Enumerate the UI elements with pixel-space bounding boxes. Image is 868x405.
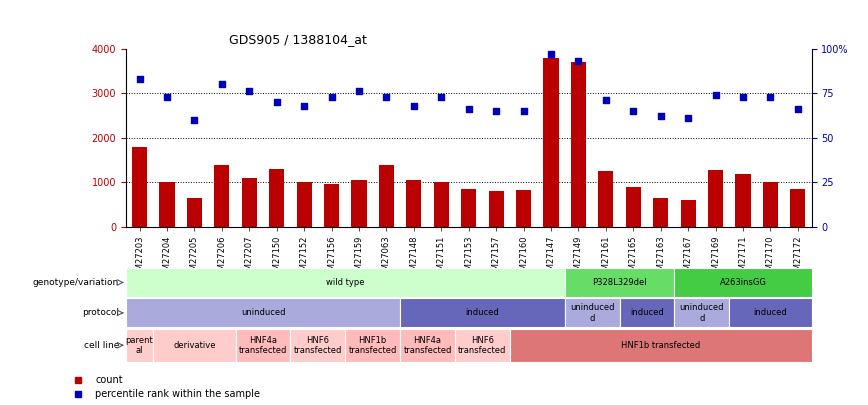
Bar [681, 200, 695, 227]
Bar [297, 182, 312, 227]
Point [681, 115, 695, 122]
Bar [598, 171, 614, 227]
Bar [324, 185, 339, 227]
Bar [461, 189, 477, 227]
Bar [674, 298, 729, 327]
Point [490, 108, 503, 114]
Bar [345, 329, 400, 362]
Bar [565, 268, 674, 297]
Bar [187, 198, 202, 227]
Text: induced: induced [630, 308, 664, 318]
Text: induced: induced [753, 308, 787, 318]
Bar [126, 268, 565, 297]
Bar [516, 190, 531, 227]
Text: wild type: wild type [326, 278, 365, 287]
Bar [565, 298, 620, 327]
Bar [489, 191, 503, 227]
Text: uninduced: uninduced [240, 308, 286, 318]
Text: HNF6
transfected: HNF6 transfected [293, 336, 342, 355]
Text: induced: induced [465, 308, 499, 318]
Bar [455, 329, 510, 362]
Bar [510, 329, 812, 362]
Text: protocol: protocol [82, 308, 119, 318]
Text: HNF4a
transfected: HNF4a transfected [239, 336, 287, 355]
Point [297, 102, 311, 109]
Bar [654, 198, 668, 227]
Bar [400, 298, 565, 327]
Point [133, 76, 147, 82]
Text: derivative: derivative [174, 341, 215, 350]
Text: genotype/variation: genotype/variation [33, 278, 119, 287]
Point [516, 108, 530, 114]
Point [627, 108, 641, 114]
Point [352, 88, 366, 95]
Text: parent
al: parent al [126, 336, 154, 355]
Bar [242, 178, 257, 227]
Bar [235, 329, 291, 362]
Text: uninduced
d: uninduced d [680, 303, 724, 322]
Bar [626, 187, 641, 227]
Text: HNF1b
transfected: HNF1b transfected [349, 336, 397, 355]
Bar [269, 169, 284, 227]
Bar [291, 329, 345, 362]
Text: GDS905 / 1388104_at: GDS905 / 1388104_at [229, 33, 366, 46]
Point [187, 117, 201, 123]
Point [325, 94, 339, 100]
Point [434, 94, 448, 100]
Text: percentile rank within the sample: percentile rank within the sample [95, 389, 260, 399]
Text: uninduced
d: uninduced d [570, 303, 615, 322]
Point [764, 94, 778, 100]
Bar [735, 174, 751, 227]
Bar [406, 180, 421, 227]
Bar [400, 329, 455, 362]
Point [599, 97, 613, 104]
Bar [729, 298, 812, 327]
Point [407, 102, 421, 109]
Bar [214, 165, 229, 227]
Bar [763, 182, 778, 227]
Bar [571, 62, 586, 227]
Text: A263insGG: A263insGG [720, 278, 766, 287]
Bar [352, 180, 366, 227]
Bar [379, 165, 394, 227]
Point [462, 106, 476, 113]
Bar [708, 170, 723, 227]
Point [791, 106, 805, 113]
Text: count: count [95, 375, 123, 385]
Text: cell line: cell line [83, 341, 119, 350]
Point [736, 94, 750, 100]
Bar [154, 329, 235, 362]
Bar [434, 182, 449, 227]
Bar [126, 298, 400, 327]
Point [571, 58, 585, 64]
Point [215, 81, 229, 87]
Bar [160, 182, 174, 227]
Bar [674, 268, 812, 297]
Text: HNF1b transfected: HNF1b transfected [621, 341, 700, 350]
Bar [620, 298, 674, 327]
Bar [132, 147, 147, 227]
Text: HNF6
transfected: HNF6 transfected [458, 336, 507, 355]
Text: HNF4a
transfected: HNF4a transfected [404, 336, 451, 355]
Point [654, 113, 667, 119]
Point [544, 51, 558, 57]
Point [270, 99, 284, 105]
Point [242, 88, 256, 95]
Bar [126, 329, 154, 362]
Bar [543, 58, 558, 227]
Point [160, 94, 174, 100]
Point [708, 92, 722, 98]
Text: P328L329del: P328L329del [592, 278, 647, 287]
Point [379, 94, 393, 100]
Bar [791, 189, 806, 227]
